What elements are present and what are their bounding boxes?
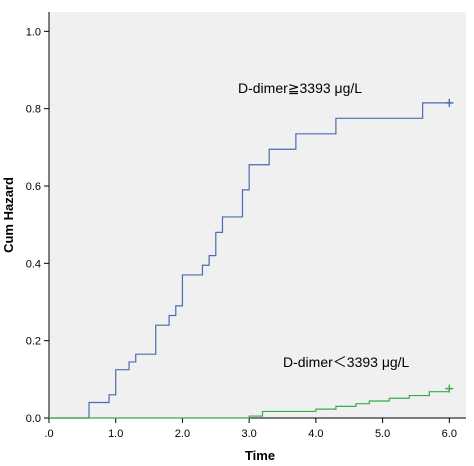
series-layer — [49, 98, 454, 419]
x-tick-label: 3.0 — [242, 428, 257, 440]
plot-background — [49, 12, 466, 418]
y-tick-label: 0.2 — [26, 336, 41, 348]
series-1-censor-marker — [445, 98, 454, 107]
x-tick-label: 4.0 — [308, 428, 323, 440]
y-tick-label: 1.0 — [26, 26, 41, 38]
x-tick-label: .0 — [44, 428, 53, 440]
series-2-annotation: D-dimer＜3393 μg/L — [283, 354, 410, 370]
series-2-line — [49, 388, 450, 419]
series-1-line — [49, 102, 450, 419]
y-axis-ticks: 0.0 0.2 0.4 0.6 0.8 1.0 — [26, 26, 49, 425]
y-tick-label: 0.8 — [26, 104, 41, 116]
x-tick-label: 5.0 — [375, 428, 390, 440]
y-tick-label: 0.6 — [26, 181, 41, 193]
y-axis-title: Cum Hazard — [1, 177, 16, 253]
series-1-annotation: D-dimer≧3393 μg/L — [238, 80, 362, 96]
x-axis-ticks: .0 1.0 2.0 3.0 4.0 5.0 6.0 — [44, 418, 457, 440]
x-axis-title: Time — [245, 448, 275, 463]
x-tick-label: 1.0 — [108, 428, 123, 440]
y-tick-label: 0.0 — [26, 413, 41, 425]
x-tick-label: 6.0 — [442, 428, 457, 440]
series-2-censor-marker — [445, 384, 454, 393]
y-tick-label: 0.4 — [26, 258, 41, 270]
x-tick-label: 2.0 — [175, 428, 190, 440]
